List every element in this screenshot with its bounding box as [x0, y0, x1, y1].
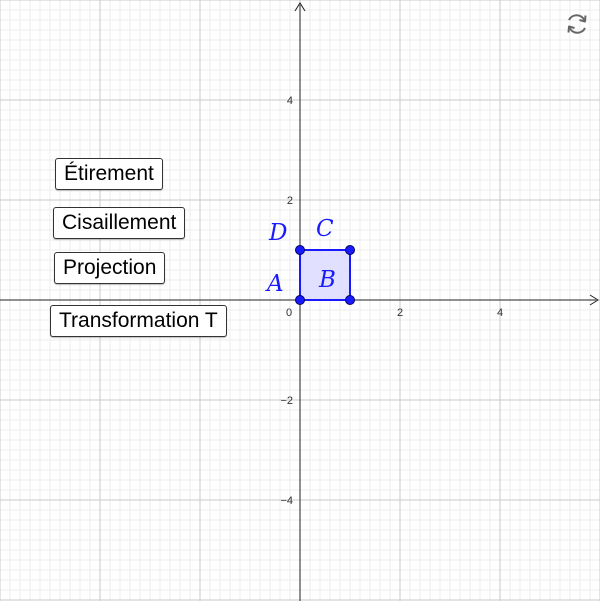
y-tick-label: 2 [287, 195, 293, 207]
x-axis-arrow [589, 294, 599, 306]
tick-labels: 0 2 4 4 2 −2 −4 [280, 95, 503, 507]
y-tick-label: 4 [287, 95, 293, 107]
transformation-t-button[interactable]: Transformation T [50, 305, 227, 337]
point-d[interactable] [295, 245, 305, 255]
y-axis-arrow [294, 2, 306, 12]
x-tick-label: 0 [286, 307, 292, 319]
point-label-c: C [316, 216, 334, 242]
etirement-button[interactable]: Étirement [55, 158, 163, 190]
refresh-icon[interactable] [564, 11, 590, 37]
y-tick-label: −2 [280, 395, 293, 407]
cisaillement-button[interactable]: Cisaillement [53, 207, 186, 239]
points[interactable] [295, 245, 355, 305]
point-b[interactable] [345, 295, 355, 305]
x-tick-label: 2 [397, 307, 403, 319]
x-tick-label: 4 [497, 307, 503, 319]
point-c[interactable] [345, 245, 355, 255]
point-labels: A BC D [265, 216, 336, 297]
projection-button[interactable]: Projection [54, 252, 166, 284]
point-label-a: A [265, 271, 284, 297]
y-tick-label: −4 [280, 495, 293, 507]
point-label-d: D [268, 220, 287, 246]
point-a[interactable] [295, 295, 305, 305]
point-label-b: B [318, 267, 336, 293]
